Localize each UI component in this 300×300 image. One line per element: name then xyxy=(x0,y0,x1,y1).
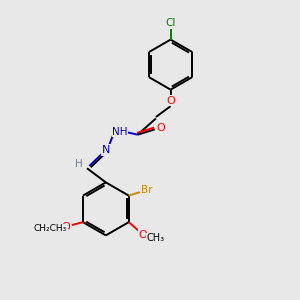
Text: O: O xyxy=(157,123,166,133)
Text: O: O xyxy=(166,96,175,106)
Text: NH: NH xyxy=(112,127,128,137)
Text: O: O xyxy=(61,222,70,232)
Text: Cl: Cl xyxy=(165,18,176,28)
Text: H: H xyxy=(75,159,82,169)
Text: CH₃: CH₃ xyxy=(147,233,165,243)
Text: CH₂CH₃: CH₂CH₃ xyxy=(34,224,67,233)
Text: N: N xyxy=(102,145,110,155)
Text: Br: Br xyxy=(141,185,153,195)
Text: O: O xyxy=(138,230,147,239)
